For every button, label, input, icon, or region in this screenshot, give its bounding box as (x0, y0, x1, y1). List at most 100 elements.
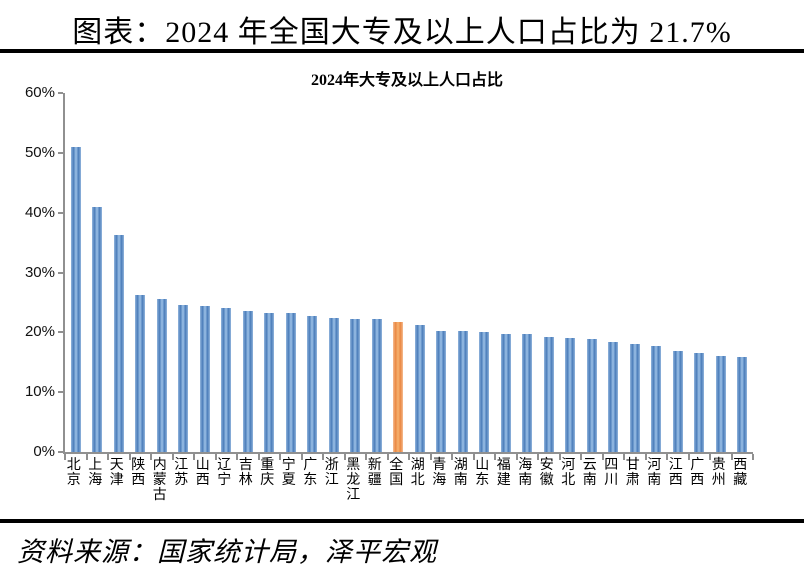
bar-slot (560, 93, 582, 452)
x-axis-label: 广 西 (690, 458, 705, 488)
bar-slot (603, 93, 625, 452)
y-axis-tick (58, 331, 63, 334)
bar-slot (87, 93, 109, 452)
source-note: 资料来源：国家统计局，泽平宏观 (17, 537, 437, 567)
x-axis-label: 山 西 (195, 458, 210, 488)
x-axis-tick (580, 454, 582, 460)
x-axis-label: 陕 西 (131, 458, 146, 488)
y-axis-label: 30% (24, 263, 55, 281)
x-axis-tick (64, 454, 66, 460)
bar-北京 (70, 146, 81, 452)
bar-海南 (522, 334, 533, 452)
x-axis-label: 黑 龙 江 (346, 458, 361, 503)
x-axis-tick (193, 454, 195, 460)
y-axis-tick (58, 211, 63, 214)
x-axis-tick (150, 454, 152, 460)
x-axis-tick (687, 454, 690, 460)
x-axis-label: 海 南 (518, 458, 533, 488)
bar-山西 (199, 306, 210, 452)
x-axis-label: 全 国 (389, 458, 404, 488)
bar-内蒙古 (156, 298, 167, 452)
y-axis-label: 20% (24, 323, 55, 341)
x-axis-label: 江 西 (668, 458, 683, 488)
bar-辽宁 (221, 308, 232, 452)
bar-slot (732, 93, 754, 452)
x-axis-tick (214, 454, 217, 460)
x-axis-label: 青 海 (432, 458, 447, 488)
x-axis-label: 河 北 (561, 458, 576, 488)
x-axis-tick (365, 454, 367, 460)
bar-slot (474, 93, 496, 452)
x-axis-tick (128, 454, 131, 460)
x-axis-label: 贵 州 (711, 458, 726, 488)
x-axis-label: 江 苏 (174, 458, 189, 488)
bar-slot (452, 93, 474, 452)
x-axis-tick (537, 454, 539, 460)
bar-slot (323, 93, 345, 452)
x-axis-tick (107, 454, 109, 460)
bar-新疆 (371, 318, 382, 452)
y-axis-label: 60% (24, 84, 55, 101)
x-axis-tick (171, 454, 174, 460)
x-axis-tick (408, 454, 410, 460)
bar-重庆 (264, 312, 275, 452)
bar-slot (130, 93, 152, 452)
bar-湖南 (457, 331, 468, 452)
x-axis-label: 新 疆 (367, 458, 382, 488)
bar-slot (431, 93, 453, 452)
bar-slot (173, 93, 195, 452)
x-axis-tick (257, 454, 260, 460)
bar-slot (108, 93, 130, 452)
x-axis-tick (322, 454, 324, 460)
bar-西藏 (737, 356, 748, 452)
bar-天津 (113, 234, 124, 452)
bar-云南 (586, 338, 597, 452)
bar-宁夏 (285, 312, 296, 452)
bar-黑龙江 (350, 318, 361, 452)
bar-江苏 (178, 304, 189, 452)
x-axis-tick (730, 454, 733, 460)
x-axis-label: 安 徽 (539, 458, 554, 488)
bar-青海 (436, 330, 447, 452)
chart-title: 2024年大专及以上人口占比 (310, 72, 503, 89)
bar-slot (581, 93, 603, 452)
bar-slot (237, 93, 259, 452)
x-axis-label: 福 建 (496, 458, 511, 488)
x-axis-label: 云 南 (582, 458, 597, 488)
x-axis-tick (300, 454, 303, 460)
y-axis-label: 10% (24, 383, 55, 401)
bar-slot (259, 93, 281, 452)
x-axis-tick (451, 454, 453, 460)
bar-吉林 (242, 311, 253, 452)
bar-chart: 2024年大专及以上人口占比 0% 10% 20% 30% 40% 50% 60% 北 京上… (0, 56, 804, 516)
x-axis-label: 上 海 (88, 458, 103, 488)
x-axis-tick (85, 454, 88, 460)
bar-slot (646, 93, 668, 452)
y-axis-label: 40% (24, 203, 55, 221)
bar-甘肃 (629, 344, 640, 452)
bar-河北 (565, 338, 576, 452)
x-axis-tick (752, 454, 754, 460)
document-title: 图表：2024 年全国大专及以上人口占比为 21.7% (72, 16, 732, 49)
bar-slot (388, 93, 410, 452)
bar-四川 (608, 341, 619, 452)
bar-全国 (393, 322, 404, 452)
bar-广东 (307, 316, 318, 452)
x-axis-tick (472, 454, 475, 460)
bar-安徽 (543, 336, 554, 452)
bar-陕西 (135, 295, 146, 452)
bar-上海 (92, 206, 103, 452)
y-axis-label: 50% (24, 143, 55, 161)
x-axis-label: 重 庆 (260, 458, 275, 488)
bar-slot (65, 93, 87, 452)
y-axis-tick (58, 271, 63, 274)
x-axis-labels: 北 京上 海天 津陕 西内 蒙 古江 苏山 西辽 宁吉 林重 庆宁 夏广 东浙 … (63, 458, 751, 503)
x-axis-tick (236, 454, 238, 460)
bar-slot (409, 93, 431, 452)
x-axis-label: 西 藏 (733, 458, 748, 488)
bar-山东 (479, 331, 490, 452)
x-axis-tick (386, 454, 389, 460)
bar-slot (280, 93, 302, 452)
x-axis-tick (494, 454, 496, 460)
bar-slot (667, 93, 689, 452)
